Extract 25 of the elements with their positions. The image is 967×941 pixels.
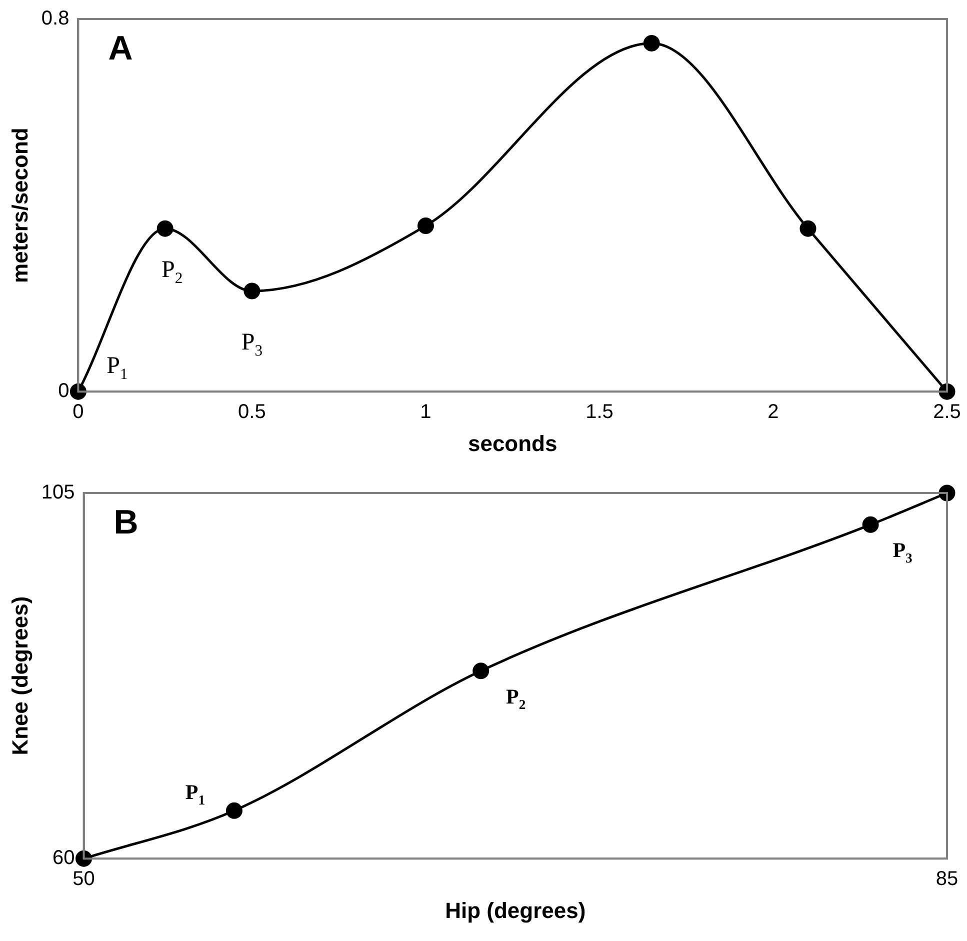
x-axis-title: Hip (degrees) [445,898,586,923]
point [417,218,434,234]
y-tick-label: 105 [41,482,75,504]
x-tick-label: 50 [72,868,95,890]
x-axis-title: seconds [468,430,558,456]
point [862,516,879,533]
y-tick-label: 60 [52,847,75,870]
x-tick-label: 2 [768,401,779,424]
chart-title: A [108,29,133,68]
x-tick-label: 0.5 [238,401,266,424]
x-tick-label: 1.5 [586,401,614,424]
point [643,34,660,52]
point [244,282,260,300]
y-axis-title: meters/second [7,128,32,283]
x-tick-label: 1 [420,401,432,424]
y-tick-label: 0.8 [41,8,70,30]
point [226,802,242,819]
y-axis-title: Knee (degrees) [7,596,32,756]
x-tick-label: 2.5 [933,401,961,424]
point [800,220,816,237]
y-tick-label: 0 [58,380,70,402]
x-tick-label: 85 [936,868,958,890]
point [472,662,490,680]
chart-title: B [114,503,138,542]
point [156,220,174,237]
